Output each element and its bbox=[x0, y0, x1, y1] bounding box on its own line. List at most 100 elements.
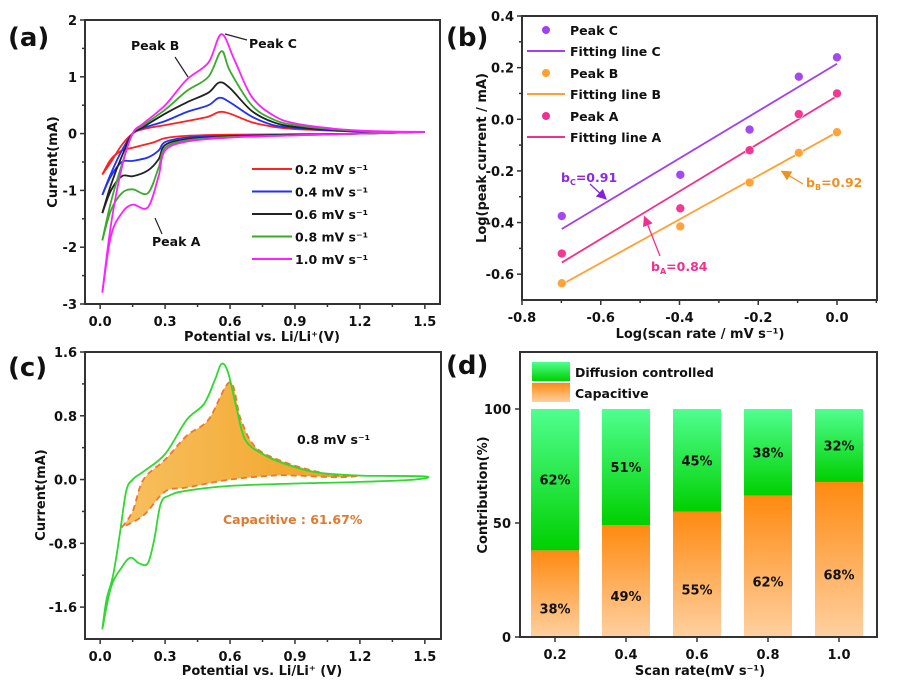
data-point-peak-b bbox=[675, 221, 686, 232]
slope-symbol: b bbox=[651, 259, 660, 274]
x-tick-label: 0.3 bbox=[154, 650, 177, 665]
panel-c-xlabel: Potential vs. Li/Li⁺ (V) bbox=[182, 664, 342, 679]
slope-annotation-a: bA=0.84 bbox=[651, 259, 708, 276]
panel-label-a: (a) bbox=[8, 23, 49, 53]
panel-a-plot bbox=[101, 33, 425, 293]
legend-marker bbox=[542, 26, 550, 34]
x-tick-label: 0.0 bbox=[89, 315, 112, 330]
cv-anodic-line-2 bbox=[101, 81, 425, 214]
x-tick-label: 0.6 bbox=[219, 315, 242, 330]
legend-swatch-diffusion bbox=[532, 362, 570, 381]
y-tick-label: 2 bbox=[68, 14, 77, 29]
panel-b: -0.8 -0.6 -0.4 -0.2 0.0 0.4 0.2 0.0 -0.2 -0.4 -0.6… bbox=[475, 10, 878, 342]
panel-a-ylabel: Current(mA) bbox=[46, 116, 61, 207]
bar-label-capacitive: 62% bbox=[752, 575, 783, 590]
legend-marker bbox=[542, 112, 550, 120]
panel-b-slope-annotations: bC=0.91 bB=0.92 bA=0.84 bbox=[561, 170, 862, 276]
y-tick-label: -2 bbox=[63, 241, 77, 256]
slope-subscript: B bbox=[815, 183, 821, 192]
y-tick-label: 1.6 bbox=[54, 346, 77, 361]
data-point-peak-a bbox=[744, 145, 755, 156]
cv-cathodic-line-3 bbox=[101, 131, 425, 241]
slope-annotation-c: bC=0.91 bbox=[561, 170, 617, 187]
x-tick-label: 0.6 bbox=[219, 650, 242, 665]
bar-diffusion bbox=[815, 409, 863, 482]
x-tick-label: 0.6 bbox=[685, 648, 708, 663]
legend-label: Peak B bbox=[570, 66, 618, 81]
bar-label-capacitive: 55% bbox=[681, 583, 712, 598]
panel-label-d: (d) bbox=[446, 351, 488, 381]
y-tick-label: -0.4 bbox=[486, 217, 514, 232]
legend-label: 0.6 mV s⁻¹ bbox=[295, 207, 368, 222]
panel-b-frame bbox=[521, 15, 878, 301]
legend-label: 1.0 mV s⁻¹ bbox=[295, 252, 368, 267]
x-tick-label: 1.2 bbox=[348, 650, 371, 665]
bar-label-capacitive: 38% bbox=[539, 603, 570, 618]
x-tick-label: 0.3 bbox=[154, 315, 177, 330]
panel-c-plot bbox=[101, 362, 430, 630]
y-tick-label: -0.6 bbox=[486, 268, 514, 283]
y-tick-label: -3 bbox=[63, 298, 77, 313]
capacitive-area bbox=[121, 381, 361, 529]
bar-label-diffusion: 45% bbox=[681, 454, 712, 469]
panel-label-b: (b) bbox=[446, 23, 488, 53]
peak-c-pointer bbox=[224, 33, 248, 41]
cv-anodic-line-4 bbox=[101, 33, 425, 293]
data-point-peak-c bbox=[794, 71, 804, 82]
panel-c-ticks: 0.0 0.3 0.6 0.9 1.2 1.5 1.6 0.8 0.0 -0.8 -1.6 bbox=[49, 346, 437, 665]
x-tick-label: -0.6 bbox=[587, 311, 615, 326]
bar-label-diffusion: 38% bbox=[752, 446, 783, 461]
y-tick-label: -1.6 bbox=[49, 601, 77, 616]
panel-b-xlabel: Log(scan rate / mV s⁻¹) bbox=[616, 327, 785, 342]
cv-anodic-line-3 bbox=[101, 50, 425, 241]
cv-anodic-line-1 bbox=[101, 96, 425, 196]
y-tick-label: 0.0 bbox=[54, 474, 77, 489]
panel-c: 0.0 0.3 0.6 0.9 1.2 1.5 1.6 0.8 0.0 -0.8 -1.6 Pote… bbox=[34, 346, 442, 679]
cv-curve bbox=[101, 362, 430, 630]
bar-diffusion bbox=[744, 409, 792, 496]
x-tick-label: 0.2 bbox=[543, 648, 566, 663]
panel-a: 0.0 0.3 0.6 0.9 1.2 1.5 2 1 0 -1 -2 -3 Potential vs… bbox=[46, 14, 441, 345]
y-tick-label: -0.8 bbox=[49, 537, 77, 552]
x-tick-label: 1.5 bbox=[413, 315, 436, 330]
panel-a-legend: 0.2 mV s⁻¹ 0.4 mV s⁻¹ 0.6 mV s⁻¹ 0.8 mV s⁻¹… bbox=[252, 162, 368, 267]
panel-b-plot bbox=[556, 52, 842, 289]
fit-line-c bbox=[561, 62, 838, 230]
capacitive-percent-label: Capacitive : 61.67% bbox=[223, 512, 363, 527]
y-tick-label: -1 bbox=[63, 184, 77, 199]
legend-label: Fitting line B bbox=[570, 87, 661, 102]
x-tick-label: -0.2 bbox=[744, 311, 772, 326]
bar-diffusion bbox=[531, 409, 579, 551]
peak-c-annotation: Peak C bbox=[249, 36, 297, 51]
bar-capacitive bbox=[744, 495, 792, 637]
slope-subscript: C bbox=[570, 178, 576, 187]
slope-arrow bbox=[780, 170, 804, 185]
legend-label: Fitting line A bbox=[570, 130, 662, 145]
fit-line-a bbox=[561, 95, 838, 264]
data-point-peak-a bbox=[794, 109, 804, 119]
peak-a-pointer bbox=[154, 217, 163, 235]
y-tick-label: 0 bbox=[68, 128, 77, 143]
y-tick-label: 0.4 bbox=[491, 10, 514, 25]
bar-label-diffusion: 51% bbox=[610, 461, 641, 476]
bar-label-diffusion: 62% bbox=[539, 474, 570, 489]
data-point-peak-b bbox=[832, 127, 842, 137]
panel-a-xlabel: Potential vs. Li/Li⁺(V) bbox=[184, 330, 340, 345]
data-point-peak-c bbox=[832, 52, 842, 63]
slope-annotation-b: bB=0.92 bbox=[806, 175, 862, 192]
legend-label: Fitting line C bbox=[570, 44, 661, 59]
data-point-peak-b bbox=[556, 278, 567, 289]
x-tick-label: 0.9 bbox=[283, 315, 306, 330]
panel-b-legend: Peak C Fitting line C Peak B Fitting line B… bbox=[527, 23, 662, 145]
legend-marker bbox=[542, 69, 550, 77]
x-tick-label: -0.4 bbox=[665, 311, 693, 326]
legend-label: Capacitive bbox=[575, 386, 649, 401]
x-tick-label: 1.5 bbox=[413, 650, 436, 665]
data-point-peak-b bbox=[794, 148, 804, 158]
slope-arrow bbox=[589, 183, 607, 200]
panel-b-ylabel: Log(peak current / mA) bbox=[475, 73, 490, 243]
slope-value: =0.84 bbox=[666, 259, 708, 274]
legend-label: 0.4 mV s⁻¹ bbox=[295, 185, 368, 200]
y-tick-label: -0.2 bbox=[486, 165, 514, 180]
